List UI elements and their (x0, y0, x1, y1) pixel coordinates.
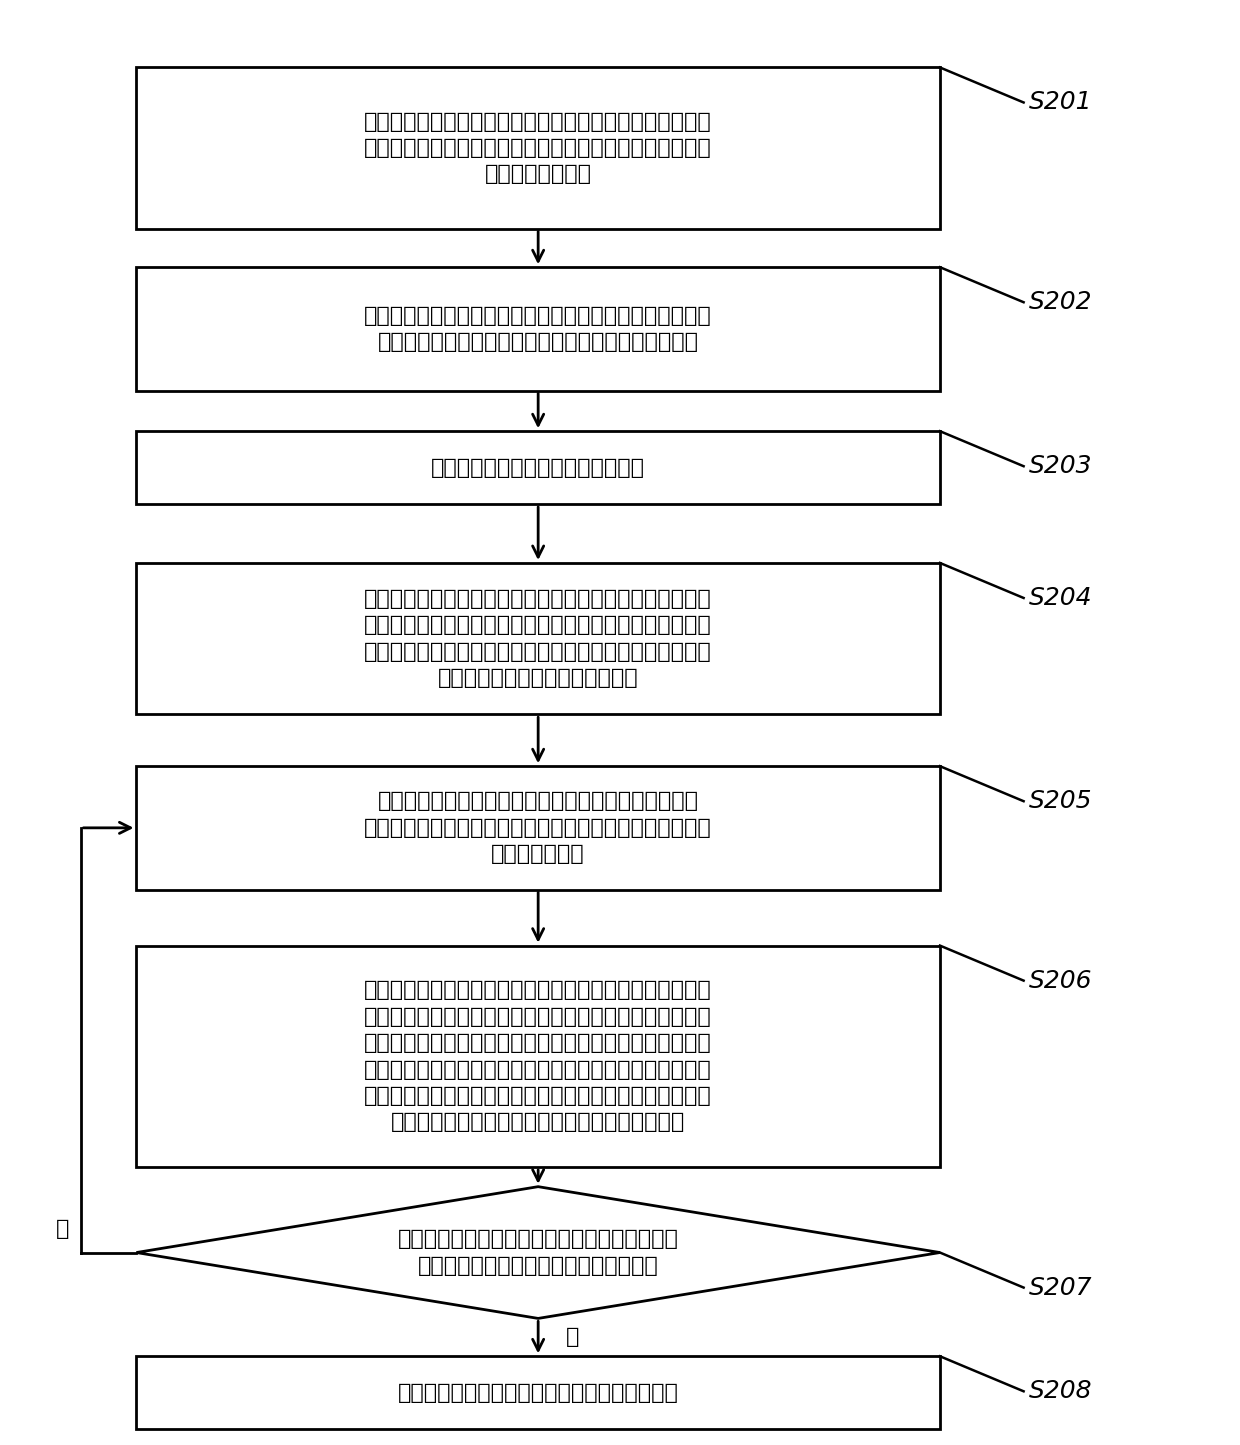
Text: S202: S202 (1029, 290, 1092, 314)
Text: S203: S203 (1029, 454, 1092, 478)
Text: S201: S201 (1029, 91, 1092, 114)
Text: 对属于该样本组的各未标注样本对应的差异度进
行统计，判断统计结果是否大于预设阈值: 对属于该样本组的各未标注样本对应的差异度进 行统计，判断统计结果是否大于预设阈值 (398, 1230, 678, 1276)
Text: S207: S207 (1029, 1276, 1092, 1299)
Text: 否: 否 (565, 1328, 579, 1347)
Bar (136, 564, 940, 714)
Bar (136, 431, 940, 504)
Text: 针对属于该样本组的任一未标注样本，将该未标注样本分别
输入更新的多个训练后的网络模型，得到各网络模型的输出
结果，对各输出结果进行融合，得到该未标注样本的标注信: 针对属于该样本组的任一未标注样本，将该未标注样本分别 输入更新的多个训练后的网络… (365, 980, 712, 1133)
Polygon shape (136, 1186, 940, 1318)
Text: S204: S204 (1029, 587, 1092, 610)
Bar (136, 267, 940, 390)
Text: 将多个已标注样本作为训练样本，分别对不同网络结构的多
个预设网络模型进行训练，得到多个训练后的网络模型: 将多个已标注样本作为训练样本，分别对不同网络结构的多 个预设网络模型进行训练，得… (365, 306, 712, 353)
Text: 确定对属于该样本组的所有未标注样本完成标注: 确定对属于该样本组的所有未标注样本完成标注 (398, 1383, 678, 1403)
Text: 将标注后的样本和样本集中的多个已标注样本作为训练
样本，分别对多个训练后的网络模型进行训练，更新多个训
练后的网络模型: 将标注后的样本和样本集中的多个已标注样本作为训练 样本，分别对多个训练后的网络模… (365, 792, 712, 864)
Text: S206: S206 (1029, 968, 1092, 993)
Bar (136, 945, 940, 1168)
Bar (136, 766, 940, 890)
Text: 获取样本集，其中，样本集中包括多个已标注样本和多个未
标注样本，多个已标注样本的数量占样本集中样本总数量的
比例小于预设比例: 获取样本集，其中，样本集中包括多个已标注样本和多个未 标注样本，多个已标注样本的… (365, 111, 712, 185)
Text: 是: 是 (56, 1218, 69, 1238)
Text: 将多个未标注样本划分为多个样本组: 将多个未标注样本划分为多个样本组 (432, 458, 645, 478)
Text: 针对同一样本组中的各未标注样本，将该未标注样本分别输
入多个训练后的网络模型，得到各网络模型的输出结果，对
各输出结果进行融合，得到该未标注样本的标注信息，利用: 针对同一样本组中的各未标注样本，将该未标注样本分别输 入多个训练后的网络模型，得… (365, 590, 712, 688)
Bar (136, 1357, 940, 1429)
Text: S208: S208 (1029, 1380, 1092, 1403)
Bar (136, 68, 940, 228)
Text: S205: S205 (1029, 789, 1092, 814)
